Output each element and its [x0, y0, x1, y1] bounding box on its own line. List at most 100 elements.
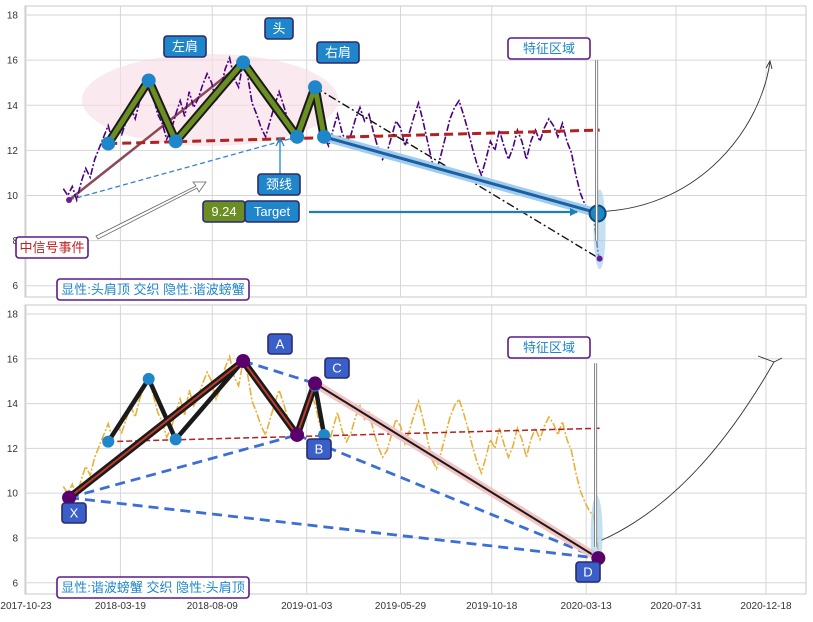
- pattern-point: [317, 129, 332, 144]
- label-point-B: B: [306, 438, 332, 460]
- label-head-text: 头: [272, 21, 285, 36]
- label-point-D-text: D: [583, 565, 592, 580]
- y-tick-label: 14: [7, 399, 19, 410]
- xabcd-point-B: [290, 427, 305, 442]
- label-right-shoulder-text: 右肩: [325, 45, 351, 60]
- title-top-text: 显性:头肩顶 交织 隐性:谐波螃蟹: [61, 282, 244, 297]
- y-tick-label: 18: [7, 11, 19, 22]
- x-tick-label: 2019-01-03: [281, 601, 333, 612]
- forecast-curve-top: [605, 61, 771, 212]
- target-label-box: [244, 200, 300, 223]
- pattern-point: [290, 129, 305, 144]
- y-tick-label: 6: [12, 281, 18, 292]
- x-tick-label: 2020-03-13: [561, 601, 613, 612]
- x-tick-label: 2019-10-18: [466, 601, 518, 612]
- target-arrowhead: [570, 208, 578, 216]
- hs-point-bottom: [142, 372, 155, 385]
- hs-point-bottom: [318, 428, 331, 441]
- label-neckline-box: [257, 173, 301, 196]
- label-point-B-text: B: [315, 442, 324, 457]
- bd-dashed: [296, 433, 599, 560]
- pattern-point: [101, 136, 116, 151]
- label-zone-bottom-box: [507, 336, 591, 359]
- label-point-A-text: A: [276, 337, 285, 352]
- label-right-shoulder: 右肩: [316, 41, 360, 64]
- price-line-bottom: [62, 353, 601, 559]
- label-signal-event-text: 中信号事件: [19, 240, 84, 255]
- label-point-B-box: [306, 438, 332, 460]
- y-tick-label: 12: [7, 444, 19, 455]
- plot-area-top: [24, 5, 807, 298]
- pattern-point: [141, 73, 156, 88]
- y-tick-label: 10: [7, 489, 19, 500]
- end-point: [596, 255, 603, 262]
- target-value-badge: 9.24: [202, 200, 246, 223]
- target-label-text: Target: [254, 204, 291, 219]
- leg-CD: [314, 382, 599, 560]
- y-tick-label: 6: [12, 578, 18, 589]
- hs-point-bottom: [169, 433, 182, 446]
- label-zone-top-text: 特征区域: [523, 41, 575, 56]
- neckline-pointer-head: [275, 136, 285, 147]
- pattern-point: [308, 80, 323, 95]
- x-tick-label: 2020-07-31: [650, 601, 702, 612]
- label-zone-top-box: [507, 37, 591, 60]
- label-signal-event: 中信号事件: [15, 236, 89, 259]
- xd-dashed: [68, 496, 599, 560]
- x-tick-label: 2017-10-23: [0, 601, 52, 612]
- forecast-curve-bottom: [601, 361, 775, 541]
- xabcd-point-C: [308, 376, 323, 391]
- label-neckline-text: 颈线: [266, 177, 292, 192]
- label-point-D: D: [575, 561, 601, 583]
- title-top-box: [56, 278, 250, 301]
- brown-leg-line: [68, 61, 244, 201]
- forecast-arrowhead-top: [765, 59, 773, 70]
- title-bottom-box: [56, 576, 250, 599]
- label-point-A-box: [267, 333, 293, 355]
- hs-point-bottom: [102, 435, 115, 448]
- label-point-C-text: C: [332, 361, 341, 376]
- title-bottom-text: 显性:谐波螃蟹 交织 隐性:头肩顶: [61, 580, 244, 595]
- label-head-box: [264, 17, 294, 40]
- y-tick-label: 16: [7, 354, 19, 365]
- price-line: [62, 55, 601, 262]
- label-point-C-box: [324, 357, 350, 379]
- neckline-bottom: [108, 427, 600, 443]
- y-tick-label: 8: [12, 533, 18, 544]
- x-tick-label: 2018-03-19: [95, 601, 147, 612]
- pattern-point: [168, 134, 183, 149]
- target-line: [323, 135, 601, 215]
- forecast-arrowhead-bottom: [757, 355, 783, 363]
- label-point-D-box: [575, 561, 601, 583]
- ac-dashed: [242, 359, 316, 385]
- y-tick-label: 10: [7, 191, 19, 202]
- y-tick-label: 18: [7, 309, 19, 320]
- neckline: [108, 128, 600, 146]
- label-left-shoulder: 左肩: [163, 35, 207, 58]
- label-head: 头: [264, 17, 294, 40]
- xabcd-point-A: [236, 354, 251, 369]
- y-tick-label: 16: [7, 56, 19, 67]
- title-bottom: 显性:谐波螃蟹 交织 隐性:头肩顶: [56, 576, 250, 599]
- target-label: Target: [244, 200, 300, 223]
- leg-core-BC: [296, 383, 317, 436]
- xabcd-point-X: [62, 490, 77, 505]
- x-tick-label: 2020-12-18: [740, 601, 792, 612]
- label-point-A: A: [267, 333, 293, 355]
- label-point-X: X: [61, 502, 87, 524]
- label-point-C: C: [324, 357, 350, 379]
- label-zone-top: 特征区域: [507, 37, 591, 60]
- label-point-X-text: X: [70, 506, 79, 521]
- xb-dashed: [68, 433, 298, 500]
- y-tick-label: 14: [7, 101, 19, 112]
- label-neckline: 颈线: [257, 173, 301, 196]
- label-point-X-box: [61, 502, 87, 524]
- x-tick-label: 2019-05-29: [375, 601, 427, 612]
- target-value-badge-text: 9.24: [211, 204, 236, 219]
- x-tick-label: 2018-08-09: [187, 601, 239, 612]
- label-zone-bottom: 特征区域: [507, 336, 591, 359]
- leg-core-AB: [242, 360, 298, 436]
- label-right-shoulder-box: [316, 41, 360, 64]
